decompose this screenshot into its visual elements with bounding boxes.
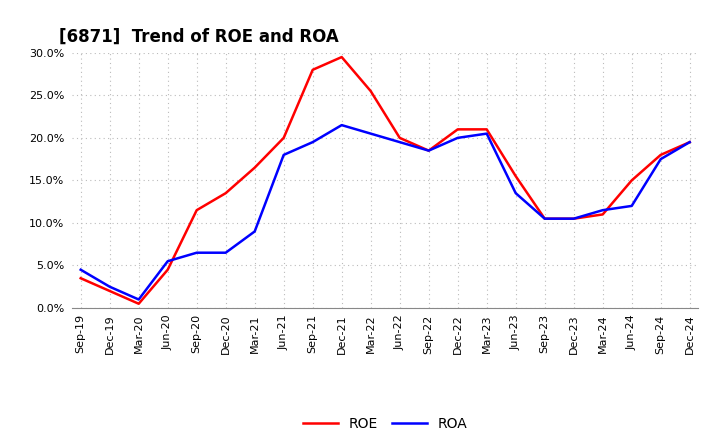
ROA [76,267,85,272]
ROA [598,208,607,213]
ROA [366,131,375,136]
ROA [221,250,230,255]
ROA [454,135,462,140]
ROA [685,139,694,145]
ROA [424,148,433,153]
ROE [685,139,694,145]
Line: ROA: ROA [81,125,690,300]
ROA [482,131,491,136]
ROE [570,216,578,221]
ROE [221,191,230,196]
ROE [163,267,172,272]
ROA [511,191,520,196]
ROA [338,122,346,128]
ROE [657,152,665,158]
ROA [279,152,288,158]
ROE [105,288,114,293]
ROA [105,284,114,290]
ROE [308,67,317,73]
ROE [395,135,404,140]
ROE [511,173,520,179]
Legend: ROE, ROA: ROE, ROA [297,412,473,437]
Text: [6871]  Trend of ROE and ROA: [6871] Trend of ROE and ROA [60,28,339,46]
ROA [657,157,665,162]
ROA [192,250,201,255]
ROE [482,127,491,132]
ROE [279,135,288,140]
ROA [308,139,317,145]
ROE [541,216,549,221]
ROA [541,216,549,221]
ROE [192,208,201,213]
ROA [570,216,578,221]
ROA [135,297,143,302]
ROE [251,165,259,170]
ROE [424,148,433,153]
ROA [395,139,404,145]
ROE [598,212,607,217]
ROA [163,259,172,264]
ROE [76,275,85,281]
ROA [627,203,636,209]
ROA [251,229,259,234]
ROE [135,301,143,306]
ROE [338,55,346,60]
ROE [366,88,375,94]
Line: ROE: ROE [81,57,690,304]
ROE [627,178,636,183]
ROE [454,127,462,132]
